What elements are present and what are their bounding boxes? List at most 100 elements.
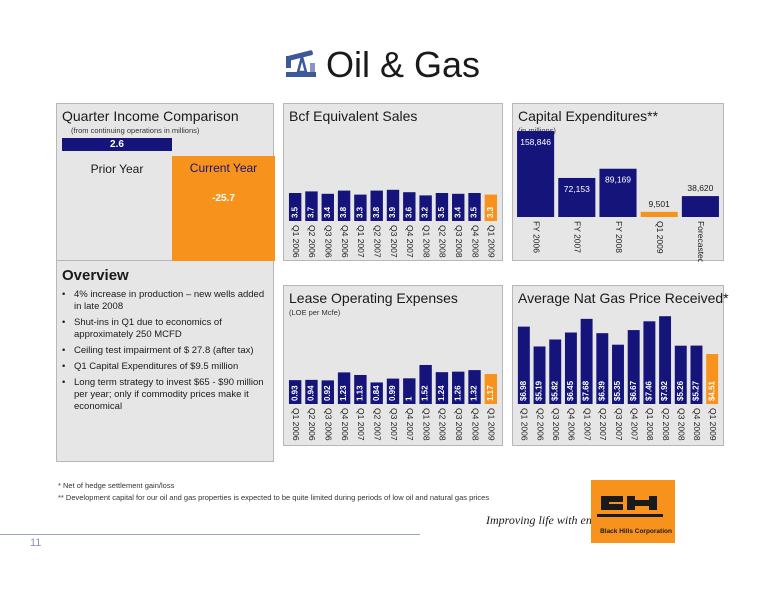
bar-value-label: 1.24 <box>437 385 446 401</box>
bar-value-label: 3.8 <box>339 206 348 218</box>
bar-value-label: $6.67 <box>629 380 638 401</box>
bar-value-label: 3.5 <box>290 206 299 218</box>
x-tick-label: Q4 2007 <box>405 225 415 258</box>
overview-title: Overview <box>62 267 129 284</box>
x-tick-label: Q1 2008 <box>645 408 655 441</box>
capex-chart: 158,846 FY 2006 72,153 FY 2007 89,169 FY 2008… <box>517 131 719 262</box>
x-tick-label: Q4 2006 <box>340 225 350 258</box>
bcf-chart: 3.5 Q1 2006 3.7 Q2 2006 3.4 Q3 2006 3.8 Q4 2006… <box>288 189 498 258</box>
x-tick-label: Q2 2007 <box>372 408 382 441</box>
x-tick-label: Q3 2006 <box>551 408 561 441</box>
bar-value-label: 0.84 <box>372 385 381 401</box>
bar <box>659 316 672 404</box>
x-tick-label: Q4 2006 <box>567 408 577 441</box>
bar <box>612 344 624 404</box>
bar <box>305 379 318 404</box>
bar-value-label: 1.52 <box>421 385 430 401</box>
bar <box>564 332 577 404</box>
overview-panel: Overview 4% increase in production – new… <box>56 261 274 462</box>
bar-value-label: $7.68 <box>582 380 591 401</box>
x-tick-label: Q1 2007 <box>356 408 366 441</box>
bar <box>596 333 609 404</box>
prior-year-value: 2.6 <box>110 139 124 150</box>
current-year-label: Current Year <box>189 161 258 175</box>
footer-divider <box>0 534 420 535</box>
bar-value-label: 3.4 <box>453 206 462 218</box>
loe-title: Lease Operating Expenses <box>289 290 458 306</box>
bar <box>580 318 593 404</box>
x-tick-label: Q2 2008 <box>438 225 448 258</box>
gas-title: Average Nat Gas Price Received* <box>518 290 729 306</box>
bar <box>370 382 383 404</box>
bar-value-label: 1 <box>404 396 413 401</box>
bar-value-label: $5.35 <box>613 380 622 401</box>
bar-value-label: 89,169 <box>605 175 631 185</box>
capex-title: Capital Expenditures** <box>518 108 659 124</box>
x-tick-label: Q1 2007 <box>582 408 592 441</box>
bar-value-label: $6.39 <box>597 380 606 401</box>
bar-value-label: 1.13 <box>355 385 364 401</box>
prior-year-label: Prior Year <box>90 162 144 176</box>
bar-value-label: 3.5 <box>437 206 446 218</box>
x-tick-label: Q2 2006 <box>307 225 317 258</box>
bar-value-label: 3.8 <box>372 206 381 218</box>
bar-value-label: 0.93 <box>290 385 299 401</box>
x-tick-label: Q4 2007 <box>405 408 415 441</box>
bar-value-label: 38,620 <box>687 183 713 193</box>
bar-value-label: 1.17 <box>486 385 495 401</box>
bar <box>288 380 302 404</box>
bar <box>517 131 555 217</box>
page-header: Oil & Gas <box>0 44 776 88</box>
bar-value-label: 3.5 <box>470 206 479 218</box>
bcf-sales-panel: Bcf Equivalent Sales 3.5 Q1 2006 3.7 Q2 200… <box>283 103 503 261</box>
bh-logo-icon <box>597 496 663 517</box>
bar-value-label: $7.46 <box>644 380 653 401</box>
current-year-bar: Current Year -25.7 <box>172 156 275 261</box>
company-tagline: Improving life with energy <box>486 513 613 527</box>
x-tick-label: Q3 2008 <box>677 408 687 441</box>
x-tick-label: FY 2007 <box>573 221 583 253</box>
bar-value-label: $5.82 <box>550 380 559 401</box>
company-name: Black Hills Corporation <box>600 528 672 535</box>
gas-price-panel: Average Nat Gas Price Received* $6.98 Q1 … <box>512 285 729 446</box>
x-tick-label: Q1 2009 <box>487 408 497 441</box>
x-tick-label: Q2 2006 <box>535 408 545 441</box>
bar <box>370 190 383 221</box>
x-tick-label: Q4 2008 <box>470 408 480 441</box>
bar <box>674 345 687 404</box>
x-tick-label: Q3 2006 <box>324 408 334 441</box>
bar <box>288 193 302 221</box>
bar <box>452 371 465 404</box>
loe-panel: Lease Operating Expenses (LOE per Mcfe) … <box>283 285 503 446</box>
quarter-income-panel: Quarter Income Comparison (from continui… <box>56 103 275 261</box>
bar <box>337 372 351 404</box>
bar <box>558 177 596 217</box>
bar <box>403 192 416 221</box>
x-tick-label: Q1 2009 <box>487 225 497 258</box>
overview-bullet: 4% increase in production – new wells ad… <box>62 289 267 313</box>
page-number: 11 <box>30 537 42 549</box>
bar-value-label: 3.4 <box>323 206 332 218</box>
bar-value-label: 3.7 <box>307 206 316 218</box>
bar-value-label: 9,501 <box>649 199 671 209</box>
bcf-title: Bcf Equivalent Sales <box>289 108 418 124</box>
x-tick-label: Q1 2009 <box>655 221 665 254</box>
footnotes: * Net of hedge settlement gain/loss ** D… <box>58 480 489 504</box>
x-tick-label: Q1 2008 <box>421 408 431 441</box>
x-tick-label: Q4 2008 <box>470 225 480 258</box>
bar <box>452 193 465 221</box>
x-tick-label: Q3 2007 <box>389 225 399 258</box>
bar <box>354 194 367 221</box>
company-logo <box>591 480 675 543</box>
bar <box>419 195 432 221</box>
bar <box>599 168 637 217</box>
overview-bullet: Ceiling test impairment of $ 27.8 (after… <box>62 345 267 357</box>
overview-list: 4% increase in production – new wells ad… <box>62 289 267 417</box>
bar-value-label: 1.32 <box>470 385 479 401</box>
bar-value-label: $4.51 <box>707 380 716 401</box>
x-tick-label: Q2 2008 <box>661 408 671 441</box>
x-tick-label: Q1 2006 <box>291 225 301 258</box>
page-title: Oil & Gas <box>326 44 481 85</box>
bar-value-label: $5.27 <box>692 380 701 401</box>
bar <box>643 321 656 404</box>
